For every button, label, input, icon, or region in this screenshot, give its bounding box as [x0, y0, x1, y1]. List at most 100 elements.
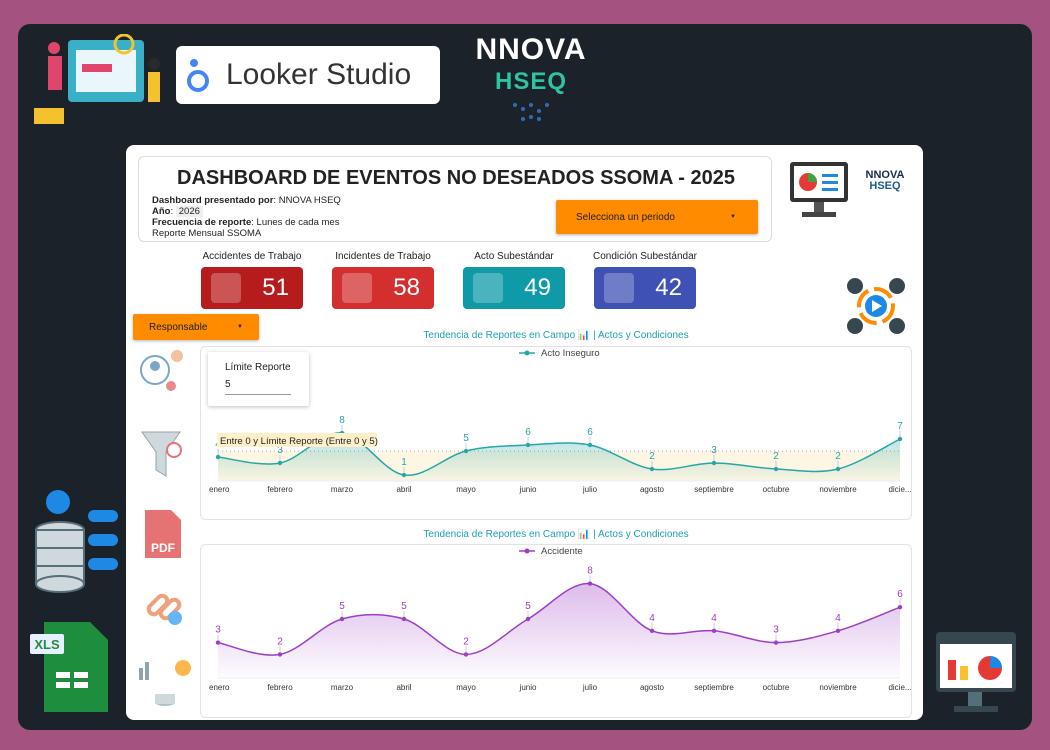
presented-label: Dashboard presentado por [152, 195, 274, 206]
x-tick-label: abril [396, 683, 411, 692]
kpi-label-condicion: Condición Subestándar [593, 251, 697, 262]
x-tick-label: octubre [763, 485, 790, 494]
data-label: 5 [401, 601, 407, 612]
limit-label: Límite Reporte [225, 362, 291, 373]
series-area [218, 583, 900, 678]
database-icon [32, 488, 122, 596]
data-point[interactable] [463, 448, 469, 454]
data-point[interactable] [587, 442, 593, 448]
data-point[interactable] [773, 640, 779, 645]
data-point[interactable] [277, 460, 283, 466]
team-illustration [34, 33, 170, 126]
kpi-label-incidentes: Incidentes de Trabajo [335, 251, 431, 262]
x-tick-label: marzo [331, 683, 354, 692]
kpi-card-condicion: 42 [594, 267, 696, 309]
data-point[interactable] [897, 605, 903, 610]
nnova-logo: NNOVA HSEQ [460, 34, 602, 130]
x-tick-label: agosto [640, 683, 665, 692]
x-tick-label: enero [209, 683, 230, 692]
data-flow-icon[interactable] [137, 658, 191, 706]
kpi-card-incidentes: 58 [332, 267, 434, 309]
freq-label: Frecuencia de reporte [152, 217, 252, 228]
x-tick-label: agosto [640, 485, 665, 494]
chart-svg: 4enero3febrero8marzo1abril5mayo6junio6ju… [209, 348, 912, 494]
data-label: 3 [277, 445, 283, 456]
report-type: Reporte Mensual SSOMA [152, 228, 262, 239]
period-selector[interactable]: Selecciona un periodo ▼ [556, 200, 758, 234]
data-point[interactable] [711, 628, 717, 633]
chart-accidente: 3 enero 2 febrero 5 marzo 5 abril 2 mayo 5 junio 8 ju… [200, 544, 912, 718]
data-point[interactable] [401, 472, 407, 478]
data-point[interactable] [525, 442, 531, 448]
legend-item[interactable]: Acto Inseguro [541, 348, 600, 359]
kpi-value: 51 [262, 274, 289, 301]
small-nnova-logo: NNOVA HSEQ [855, 170, 915, 192]
checklist-icon [604, 273, 634, 303]
filter-icon[interactable] [140, 428, 182, 477]
looker-label: Looker Studio [226, 58, 412, 91]
legend-item[interactable]: Accidente [541, 546, 583, 557]
xls-text: XLS [34, 637, 60, 652]
data-label: 4 [711, 613, 717, 624]
warning-document-icon [211, 273, 241, 303]
data-label: 8 [339, 415, 345, 426]
data-label: 4 [835, 613, 841, 624]
x-tick-label: noviembre [819, 683, 857, 692]
data-point[interactable] [897, 436, 903, 442]
x-tick-label: febrero [267, 485, 293, 494]
data-point[interactable] [339, 616, 345, 622]
responsable-filter[interactable]: Responsable ▼ [133, 314, 259, 340]
x-tick-label: septiembre [694, 683, 734, 692]
data-label: 8 [587, 566, 593, 577]
chart-svg: 3 enero 2 febrero 5 marzo 5 abril 2 mayo 5 junio 8 ju… [209, 546, 912, 692]
pdf-icon[interactable]: PDF [143, 510, 183, 558]
x-tick-label: junio [519, 485, 537, 494]
chart-1-title: Tendencia de Reportes en Campo 📊 | Actos… [423, 330, 689, 341]
caret-down-icon: ▼ [730, 214, 736, 220]
data-label: 2 [773, 451, 779, 462]
data-point[interactable] [649, 628, 655, 633]
data-point[interactable] [277, 652, 283, 657]
worker-icon [473, 273, 503, 303]
kpi-value: 42 [655, 274, 682, 301]
x-tick-label: abril [396, 485, 411, 494]
data-point[interactable] [835, 466, 841, 472]
data-point[interactable] [463, 652, 469, 657]
data-point[interactable] [215, 640, 221, 645]
freq-value: Lunes de cada mes [256, 217, 340, 228]
data-label: 2 [649, 451, 655, 462]
data-label: 2 [835, 451, 841, 462]
data-point[interactable] [711, 460, 717, 466]
data-point[interactable] [215, 454, 221, 460]
kpi-value: 49 [524, 274, 551, 301]
x-tick-label: mayo [456, 485, 476, 494]
spreadsheet-icon: XLS [30, 622, 110, 712]
logo-bottom: HSEQ [494, 68, 567, 95]
data-label: 4 [649, 613, 655, 624]
kpi-label-acto: Acto Subestándar [474, 251, 554, 262]
link-icon[interactable] [143, 586, 183, 626]
x-tick-label: mayo [456, 683, 476, 692]
report-info: Dashboard presentado por: NNOVA HSEQ Año… [152, 195, 341, 239]
data-point[interactable] [649, 466, 655, 472]
data-point[interactable] [835, 628, 841, 633]
data-point[interactable] [587, 581, 593, 586]
data-point[interactable] [401, 616, 407, 622]
data-point[interactable] [525, 616, 531, 622]
data-label: 2 [277, 636, 283, 647]
x-tick-label: noviembre [819, 485, 857, 494]
x-tick-label: septiembre [694, 485, 734, 494]
kpi-card-accidentes: 51 [201, 267, 303, 309]
data-label: 7 [897, 421, 903, 432]
x-tick-label: junio [519, 683, 537, 692]
users-network-icon[interactable] [137, 348, 183, 391]
caret-down-icon: ▼ [237, 324, 243, 330]
limite-reporte-input[interactable]: Límite Reporte 5 [208, 352, 309, 406]
data-label: 5 [525, 601, 531, 612]
data-point[interactable] [773, 466, 779, 472]
responsable-label: Responsable [149, 321, 208, 333]
data-label: 1 [401, 457, 407, 468]
x-tick-label: julio [582, 683, 598, 692]
limit-value[interactable]: 5 [225, 379, 291, 395]
gears-play-icon[interactable] [845, 276, 907, 336]
